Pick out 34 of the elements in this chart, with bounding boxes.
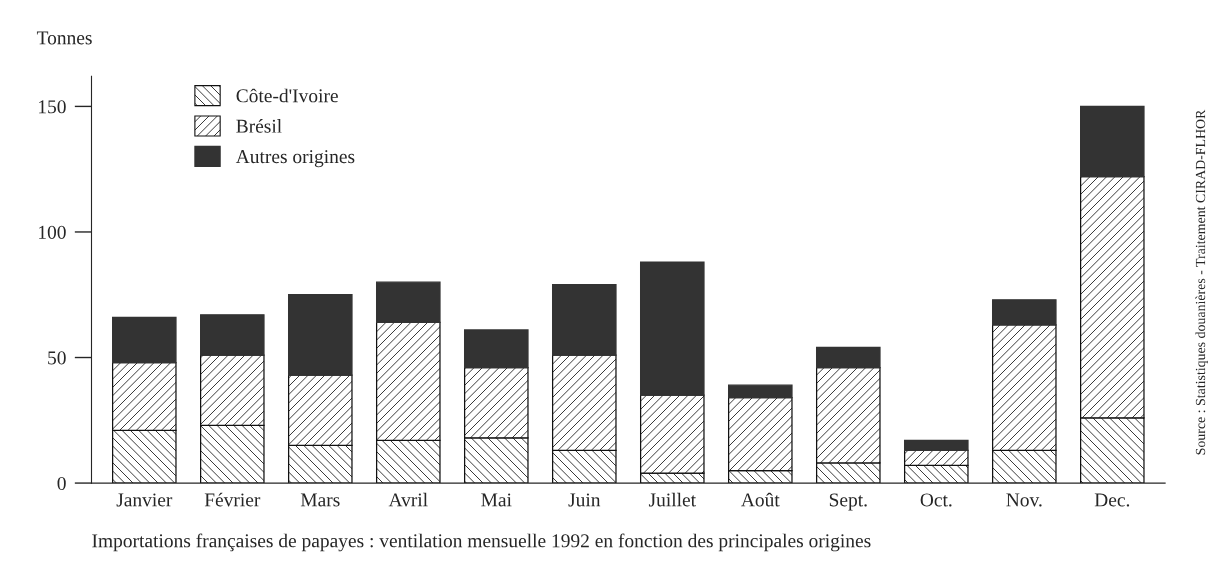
bar bbox=[199, 314, 265, 356]
bar bbox=[991, 299, 1057, 326]
x-tick-label: Sept. bbox=[829, 493, 867, 511]
bar bbox=[551, 284, 617, 356]
x-tick-label: Dec. bbox=[1094, 493, 1130, 507]
x-tick-label: Mai bbox=[481, 493, 512, 507]
bar bbox=[639, 261, 705, 396]
bar bbox=[463, 329, 529, 369]
y-tick-label: 150 bbox=[39, 100, 66, 114]
bar bbox=[111, 316, 177, 364]
bar bbox=[1079, 105, 1145, 178]
x-tick-label: Juillet bbox=[648, 492, 696, 507]
bar bbox=[727, 384, 793, 399]
x-tick-label: Août bbox=[741, 492, 780, 507]
x-tick-label: Nov. bbox=[1006, 493, 1042, 507]
source-note: Source : Statistiques douanières - Traitement CIRAD-FLHOR bbox=[1195, 109, 1209, 455]
y-tick-label: 0 bbox=[57, 476, 66, 491]
y-tick-label: 50 bbox=[48, 351, 66, 365]
bar bbox=[287, 294, 353, 376]
x-tick-label: Juin bbox=[568, 493, 601, 507]
legend-label: Autres origines bbox=[235, 150, 355, 168]
bar bbox=[903, 439, 969, 452]
x-tick-label: Mars bbox=[300, 493, 340, 507]
text: Importations françaises de papayes : ventilation mensuelle 1992 en fonction des principales origines bbox=[92, 533, 871, 552]
y-tick-label: 100 bbox=[39, 225, 66, 239]
x-tick-label: Avril bbox=[388, 492, 428, 507]
x-tick-label: Oct. bbox=[920, 493, 952, 507]
legend-label: Brésil bbox=[236, 119, 282, 133]
y-axis-title: Tonnes bbox=[36, 31, 92, 45]
x-tick-label: Février bbox=[204, 492, 261, 507]
bar bbox=[815, 346, 881, 369]
legend-label: Côte-d'Ivoire bbox=[236, 88, 338, 103]
bar bbox=[375, 281, 441, 323]
x-tick-label: Janvier bbox=[116, 493, 173, 507]
